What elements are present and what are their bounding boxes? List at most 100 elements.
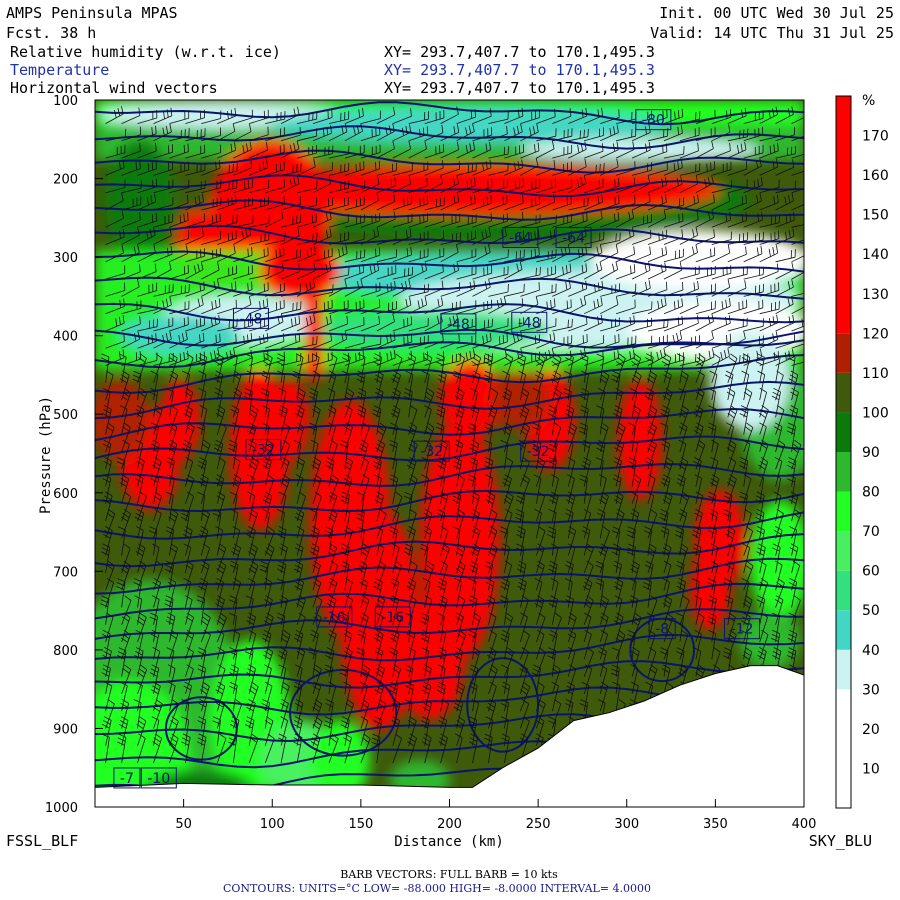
wind-barb bbox=[552, 280, 571, 297]
colorbar-bin bbox=[836, 333, 851, 373]
wind-barb bbox=[408, 317, 429, 332]
wind-barb bbox=[454, 578, 463, 608]
wind-barb bbox=[245, 647, 254, 677]
wind-barb bbox=[584, 261, 603, 280]
wind-barb bbox=[105, 265, 126, 280]
wind-barb bbox=[759, 314, 779, 332]
wind-barb bbox=[325, 457, 335, 487]
wind-barb bbox=[392, 333, 413, 349]
wind-barb bbox=[424, 297, 444, 315]
wind-barb bbox=[310, 526, 320, 556]
wind-barb bbox=[536, 318, 557, 332]
wind-barb bbox=[695, 109, 716, 124]
wind-barb bbox=[472, 212, 492, 228]
wind-barb bbox=[787, 474, 796, 504]
wind-barb bbox=[552, 263, 572, 280]
wind-barb bbox=[216, 733, 227, 764]
wind-barb bbox=[360, 126, 381, 142]
wind-barb bbox=[197, 457, 207, 487]
y-tick-label: 900 bbox=[53, 722, 78, 737]
wind-barb bbox=[121, 212, 141, 228]
wind-barb bbox=[631, 124, 651, 142]
contour-label: -64 bbox=[562, 230, 585, 246]
contour-label-box bbox=[413, 440, 450, 462]
wind-barb bbox=[600, 333, 620, 349]
wind-barb bbox=[293, 681, 303, 712]
wind-barb bbox=[693, 647, 702, 677]
wind-barb bbox=[775, 334, 796, 349]
wind-barb bbox=[262, 508, 270, 539]
wind-barb bbox=[472, 612, 482, 643]
wind-barb bbox=[137, 109, 158, 124]
wind-barb bbox=[424, 159, 444, 176]
wind-barb bbox=[647, 334, 668, 349]
wind-barb bbox=[467, 422, 477, 452]
wind-barb bbox=[759, 214, 780, 228]
wind-barb bbox=[535, 370, 544, 401]
wind-barb bbox=[201, 315, 221, 332]
wind-barb bbox=[212, 509, 222, 539]
wind-barb bbox=[534, 577, 543, 608]
wind-barb bbox=[344, 144, 365, 159]
wind-barb bbox=[376, 332, 396, 349]
wind-barb bbox=[420, 716, 430, 746]
wind-barb bbox=[758, 405, 769, 435]
wind-barb bbox=[520, 247, 540, 263]
wind-barb bbox=[137, 227, 156, 245]
wind-barb bbox=[100, 353, 110, 383]
wind-barb bbox=[584, 297, 603, 315]
wind-barb bbox=[328, 123, 348, 142]
wind-barbs bbox=[100, 106, 804, 764]
wind-barb bbox=[424, 560, 435, 591]
wind-barb bbox=[536, 699, 546, 729]
wind-barb bbox=[773, 474, 782, 504]
wind-barb bbox=[344, 264, 365, 280]
wind-barb bbox=[452, 491, 462, 522]
wind-barb bbox=[615, 508, 625, 539]
wind-barb bbox=[134, 647, 144, 677]
wind-barb bbox=[727, 128, 749, 142]
wind-barb bbox=[360, 336, 382, 349]
wind-barb bbox=[631, 405, 641, 435]
wind-barb bbox=[324, 664, 333, 694]
wind-barb bbox=[376, 265, 397, 280]
wind-barb bbox=[118, 353, 127, 383]
wind-barb bbox=[278, 733, 287, 764]
wind-barb bbox=[105, 370, 114, 401]
wind-barb bbox=[169, 316, 189, 332]
contour-label: -80 bbox=[642, 113, 665, 129]
wind-barb bbox=[280, 315, 301, 332]
wind-barb bbox=[249, 179, 270, 194]
contour-label: -8 bbox=[655, 622, 669, 638]
wind-barb bbox=[471, 370, 481, 401]
terrain-surface bbox=[95, 665, 804, 807]
wind-barb bbox=[535, 405, 543, 435]
wind-barb bbox=[328, 681, 337, 712]
wind-barb bbox=[584, 143, 604, 159]
wind-barb bbox=[472, 127, 493, 142]
wind-barb bbox=[759, 422, 767, 453]
wind-barb bbox=[536, 283, 557, 297]
wind-barb bbox=[105, 333, 125, 349]
wind-barb bbox=[198, 474, 209, 504]
wind-barb bbox=[356, 647, 365, 677]
wind-barb bbox=[233, 179, 253, 194]
wind-barb bbox=[312, 162, 333, 176]
wind-barb bbox=[297, 111, 318, 124]
wind-barb bbox=[121, 422, 131, 453]
wind-barb bbox=[233, 215, 254, 228]
wind-barb bbox=[137, 301, 158, 315]
wind-barb bbox=[564, 370, 572, 401]
wind-barb bbox=[249, 298, 269, 315]
wind-barb bbox=[121, 244, 140, 263]
wind-barb bbox=[277, 526, 287, 556]
wind-barb bbox=[440, 161, 460, 176]
wind-barb bbox=[759, 612, 768, 643]
wind-barb bbox=[678, 508, 688, 539]
wind-barb bbox=[248, 733, 259, 764]
wind-barb bbox=[552, 244, 571, 263]
wind-barb bbox=[455, 560, 466, 591]
wind-barb bbox=[392, 316, 413, 332]
contour-label-box bbox=[316, 606, 353, 628]
wind-barb bbox=[102, 439, 112, 470]
